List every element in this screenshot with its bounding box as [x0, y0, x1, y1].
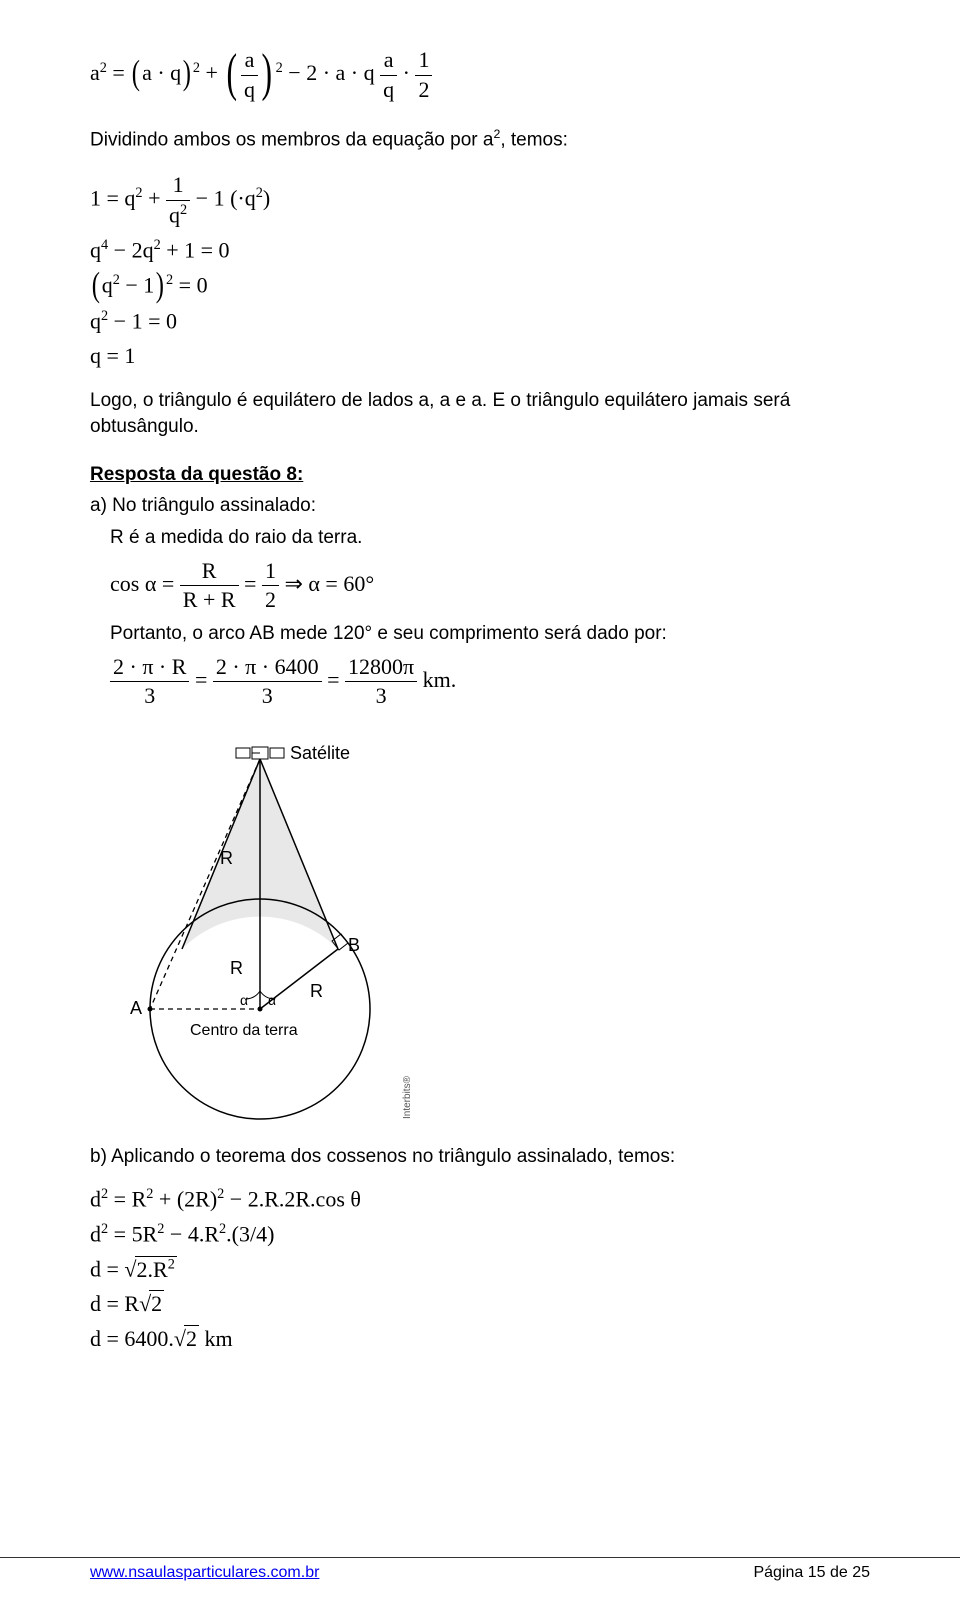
satellite-diagram: Satélite R R R A B α α Centro da terra I…	[120, 729, 870, 1134]
eq-q-line3: (q2 − 1)2 = 0	[90, 271, 870, 301]
eq-q-line2: q4 − 2q2 + 1 = 0	[90, 236, 870, 265]
divide-text: Dividindo ambos os membros da equação po…	[90, 126, 870, 153]
label-credit: Interbits®	[402, 1075, 413, 1119]
page-footer: www.nsaulasparticulares.com.br Página 15…	[0, 1557, 960, 1582]
q8-a-line: R é a medida do raio da terra.	[110, 525, 870, 551]
label-alpha-l: α	[240, 992, 248, 1008]
eq-top: a2 = (a · q)2 + (aq)2 − 2 · a · q aq · 1…	[90, 46, 870, 104]
logo-text: Logo, o triângulo é equilátero de lados …	[90, 388, 850, 439]
eq-top-lhs: a	[90, 60, 100, 85]
sat-label: Satélite	[290, 743, 350, 763]
eq-q-line4: q2 − 1 = 0	[90, 307, 870, 336]
label-alpha-r: α	[268, 992, 276, 1008]
eq-q-line1: 1 = q2 + 1q2 − 1 (·q2)	[90, 171, 870, 230]
label-B: B	[348, 935, 360, 955]
label-R3: R	[310, 981, 323, 1001]
d-eq-4: d = R√2	[90, 1290, 870, 1319]
q8-a-intro: a) No triângulo assinalado:	[90, 493, 870, 519]
label-A: A	[130, 998, 142, 1018]
footer-pagenum: Página 15 de 25	[753, 1564, 870, 1582]
q8-title: Resposta da questão 8:	[90, 464, 303, 485]
part-b-intro: b) Aplicando o teorema dos cossenos no t…	[90, 1144, 870, 1170]
d-eq-1: d2 = R2 + (2R)2 − 2.R.2R.cos θ	[90, 1185, 870, 1214]
label-R2: R	[230, 958, 243, 978]
label-R1: R	[220, 848, 233, 868]
eq-q-line5: q = 1	[90, 342, 870, 371]
label-center: Centro da terra	[190, 1022, 298, 1039]
footer-link[interactable]: www.nsaulasparticulares.com.br	[90, 1564, 319, 1582]
d-eq-5: d = 6400.√2 km	[90, 1325, 870, 1354]
d-eq-3: d = √2.R2	[90, 1255, 870, 1284]
page-root: a2 = (a · q)2 + (aq)2 − 2 · a · q aq · 1…	[0, 0, 960, 1612]
portanto: Portanto, o arco AB mede 120° e seu comp…	[110, 621, 870, 647]
d-eq-2: d2 = 5R2 − 4.R2.(3/4)	[90, 1220, 870, 1249]
arc-eq: 2 · π · R3 = 2 · π · 64003 = 12800π3 km.	[110, 653, 870, 711]
cos-line: cos α = RR + R = 12 ⇒ α = 60°	[110, 557, 870, 615]
